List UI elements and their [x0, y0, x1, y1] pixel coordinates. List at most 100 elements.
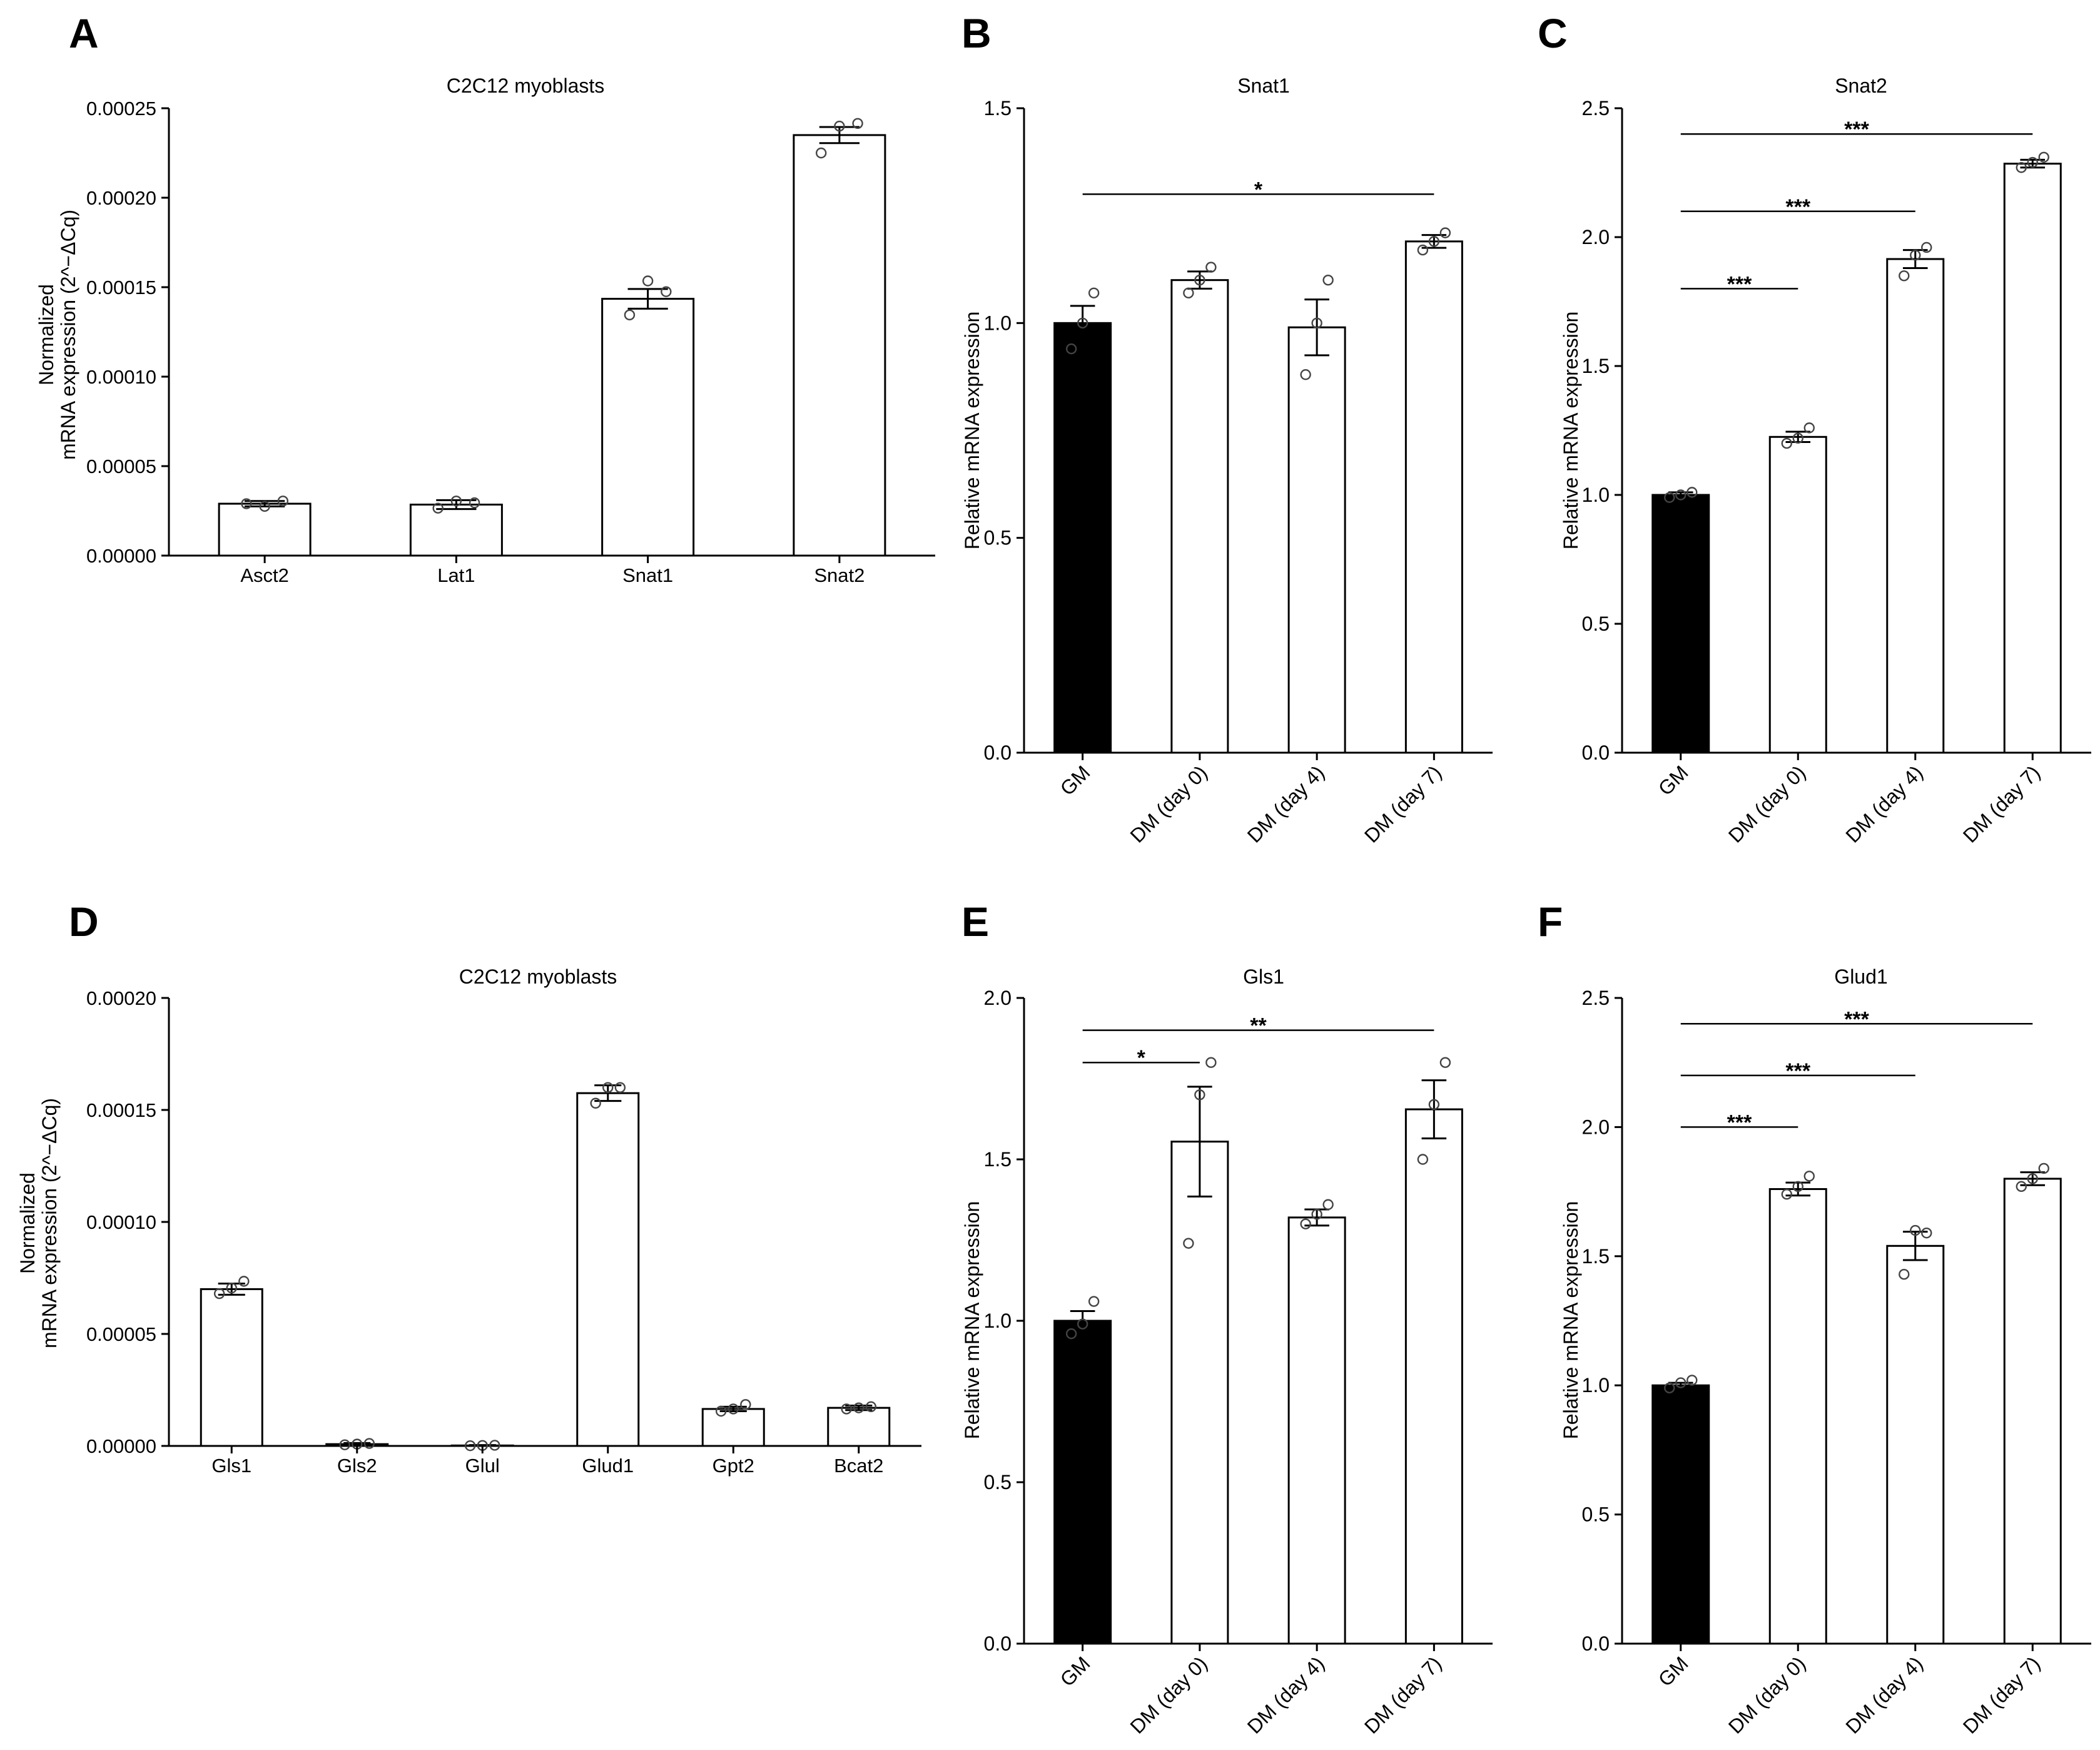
panel-a-data-point	[259, 501, 270, 512]
panel-e-title: Gls1	[1243, 965, 1284, 988]
panel-e-y-tick-label: 1.5	[984, 1148, 1012, 1171]
panel-f-data-point	[1664, 1382, 1675, 1394]
panel-b-title: Snat1	[1237, 74, 1290, 97]
panel-d-data-point	[740, 1399, 751, 1410]
panel-c-letter: C	[1538, 10, 1568, 56]
panel-a-x-tick-label: Snat2	[814, 564, 865, 586]
panel-c-data-point	[2027, 156, 2038, 168]
panel-d-data-point	[841, 1403, 852, 1415]
panel-c-significance-label: ***	[1844, 118, 1869, 141]
panel-c-data-point	[2016, 162, 2027, 173]
panel-f-data-point	[1921, 1227, 1932, 1239]
panel-d-ylabel-line2: mRNA expression (2^−ΔCq)	[38, 1098, 61, 1348]
panel-a-y-tick-label: 0.00010	[86, 366, 156, 388]
panel-c-y-tick-label: 0.0	[1582, 741, 1610, 764]
panel-d-data-point	[728, 1403, 739, 1415]
panel-f-data-point	[1675, 1377, 1687, 1388]
panel-d-data-point	[865, 1401, 877, 1413]
panel-d-data-point	[853, 1402, 865, 1413]
panel-f-bar	[1768, 1188, 1827, 1645]
panel-d-data-point	[602, 1082, 614, 1093]
panel-f-data-point	[2027, 1173, 2038, 1184]
panel-d-data-point	[614, 1082, 626, 1093]
panel-d-bar	[701, 1408, 765, 1447]
panel-f-bar	[1651, 1384, 1710, 1645]
panel-a-data-point	[450, 496, 462, 507]
panel-a-plot: 0.00000 0.00005 0.00010 0.00015 0.00020 0.000…	[86, 98, 935, 586]
panel-b-significance-label: *	[1254, 178, 1263, 201]
panel-c-bar	[2003, 163, 2062, 754]
panel-f-y-tick-label: 2.0	[1582, 1116, 1610, 1138]
panel-e-bar	[1053, 1320, 1112, 1645]
panel-b-data-point	[1322, 274, 1334, 286]
panel-f-letter: F	[1538, 898, 1563, 945]
panel-d-data-point	[339, 1439, 350, 1450]
panel-f-data-point	[1687, 1375, 1698, 1386]
panel-b-y-tick-label: 1.5	[984, 97, 1012, 120]
panel-b: B Snat1 Relative mRNA expression 0.0 0.5 1…	[961, 10, 1493, 847]
panel-d-y-tick-label: 0.00010	[86, 1211, 156, 1233]
panel-a-y-tick-label: 0.00020	[86, 187, 156, 209]
panel-e-y-tick-label: 0.0	[984, 1632, 1012, 1655]
panel-b-bar	[1287, 326, 1346, 754]
panel-f-data-point	[2016, 1181, 2027, 1193]
panel-b-letter: B	[961, 10, 992, 56]
panel-d-data-point	[464, 1440, 476, 1452]
panel-f-data-point	[1792, 1181, 1803, 1193]
panel-e-data-point	[1205, 1057, 1217, 1068]
panel-c-significance-label: ***	[1785, 195, 1810, 219]
panel-e-y-tick-label: 0.5	[984, 1471, 1012, 1493]
panel-a-letter: A	[69, 10, 99, 56]
panel-c-title: Snat2	[1835, 74, 1887, 97]
panel-b-data-point	[1183, 287, 1194, 298]
panel-a-data-point	[469, 497, 480, 509]
panel-c-data-point	[1792, 432, 1803, 444]
panel-f-significance-label: ***	[1844, 1007, 1869, 1031]
panel-f-y-tick-label: 0.5	[1582, 1503, 1610, 1526]
panel-f: F Glud1 Relative mRNA expression 0.0 0.5 1…	[1538, 898, 2091, 1738]
panel-b-bar	[1404, 240, 1463, 754]
panel-f-data-point	[1781, 1189, 1792, 1200]
panel-c-bar	[1651, 494, 1710, 754]
panel-c-bar	[1886, 258, 1945, 754]
panel-a-data-point	[834, 120, 845, 132]
panel-f-significance-label: ***	[1785, 1059, 1810, 1083]
panel-d-x-tick-label: Bcat2	[834, 1455, 883, 1477]
panel-b-data-point	[1088, 287, 1100, 298]
panel-d-data-point	[363, 1438, 375, 1449]
panel-f-y-tick-label: 1.5	[1582, 1245, 1610, 1268]
panel-a-bar	[601, 298, 695, 557]
panel-e-data-point	[1077, 1318, 1088, 1330]
panel-e-data-point	[1300, 1218, 1311, 1229]
panel-c-data-point	[1910, 250, 1921, 261]
panel-b-ylabel: Relative mRNA expression	[961, 312, 983, 550]
panel-a-x-tick-label: Lat1	[437, 564, 475, 586]
panel-d-data-point	[238, 1276, 250, 1287]
panel-d-y-tick-label: 0.00005	[86, 1323, 156, 1345]
panel-d-y-tick-label: 0.00015	[86, 1099, 156, 1121]
panel-c-data-point	[1687, 487, 1698, 498]
panel-e-bar	[1170, 1141, 1229, 1645]
panel-b-data-point	[1417, 244, 1429, 256]
panel-f-data-point	[2038, 1162, 2049, 1174]
panel-a-data-point	[432, 502, 444, 514]
panel-b-data-point	[1300, 369, 1311, 380]
panel-e-data-point	[1194, 1089, 1205, 1101]
panel-d-title: C2C12 myoblasts	[459, 965, 617, 988]
panel-d-ylabel-line1: Normalized	[16, 1173, 39, 1274]
panel-d-y-tick-label: 0.00020	[86, 987, 156, 1009]
panel-e-data-point	[1088, 1296, 1100, 1307]
panel-d: D C2C12 myoblasts Normalized mRNA expres…	[16, 898, 921, 1477]
panel-d-x-tick-label: Glud1	[582, 1455, 634, 1477]
panel-e-bar	[1404, 1108, 1463, 1645]
panel-d-data-point	[489, 1440, 500, 1451]
panel-c-data-point	[2038, 151, 2049, 163]
panel-e-data-point	[1311, 1209, 1322, 1220]
panel-e-data-point	[1183, 1238, 1194, 1249]
panel-c-ylabel: Relative mRNA expression	[1560, 312, 1582, 550]
panel-a-x-tick-label: Snat1	[622, 564, 673, 586]
panel-b-y-tick-label: 0.0	[984, 741, 1012, 764]
panel-e-y-tick-label: 1.0	[984, 1310, 1012, 1332]
panel-d-data-point	[715, 1405, 727, 1417]
